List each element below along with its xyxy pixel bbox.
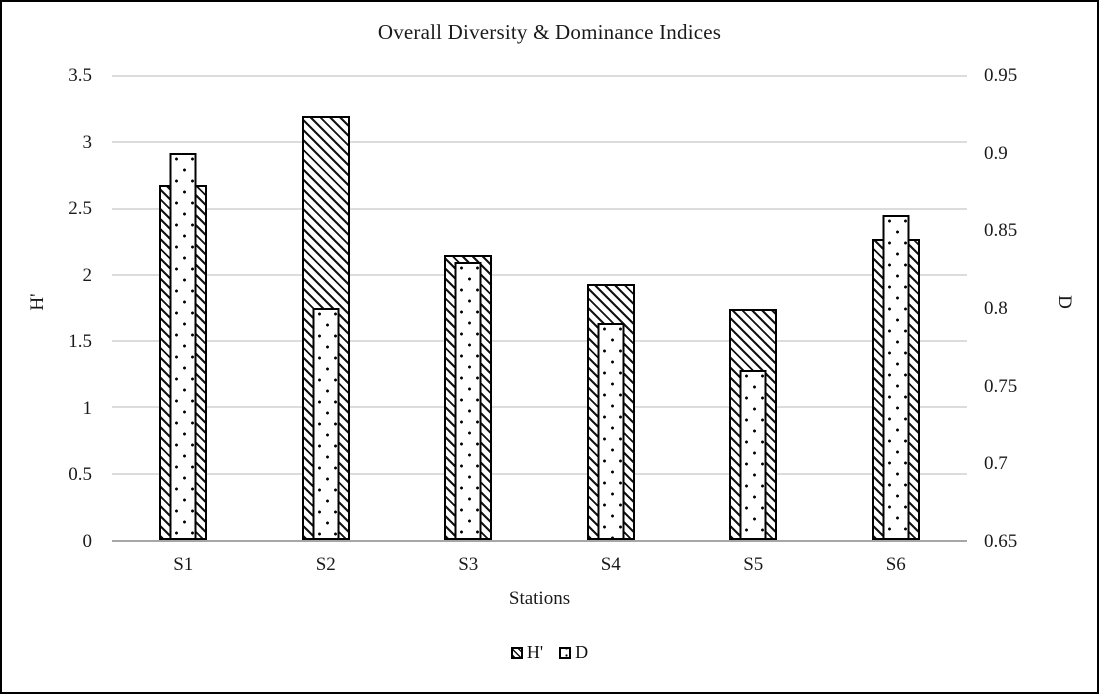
x-tick-label-s2: S2: [315, 554, 336, 575]
gridline: [112, 75, 967, 77]
bar-d-s4: [597, 323, 625, 540]
y-tick-label: 3.5: [68, 65, 92, 86]
y-tick-label: 0.5: [68, 464, 92, 486]
legend-hprime-label: H': [526, 642, 544, 662]
bar-d-s6: [882, 215, 910, 540]
x-tick-label-s6: S6: [885, 554, 906, 575]
y-axis-right-ticks: 0.65 0.7 0.75 0.8 0.85 0.9 0.95: [984, 65, 1074, 552]
gridline: [112, 472, 967, 475]
legend-d-swatch-icon: [559, 646, 572, 659]
bar-groups: [112, 76, 967, 540]
bar-d-s1: [169, 153, 197, 540]
gridline: [112, 141, 967, 144]
chart-title: Overall Diversity & Dominance Indices: [377, 20, 722, 44]
gridline: [112, 406, 967, 409]
x-tick-label-s3: S3: [458, 554, 479, 575]
bar-group-s5: [682, 76, 825, 540]
legend-d-label: D: [575, 642, 589, 662]
x-tick-label-s5: S5: [743, 554, 764, 575]
bar-d-s2: [312, 308, 340, 540]
y-tick-label: 2: [82, 264, 93, 286]
y-tick-label: 0.75: [984, 375, 1018, 397]
y-tick-label: 0.9: [984, 142, 1008, 164]
bar-group-s2: [255, 76, 398, 540]
bar-d-s5: [739, 369, 767, 540]
gridline: [112, 207, 967, 210]
bar-group-s6: [825, 76, 968, 540]
y-tick-label: 0.7: [984, 453, 1008, 475]
bar-d-s3: [454, 261, 482, 540]
y-tick-label: 3: [82, 131, 93, 153]
legend: H' D: [2, 642, 1097, 663]
y-tick-label: 0: [82, 531, 93, 552]
y-tick-label: 2.5: [68, 198, 92, 220]
y-tick-label: 0.85: [984, 220, 1018, 242]
y-tick-label: 0.95: [984, 65, 1018, 86]
y-tick-label: 1.5: [68, 331, 92, 353]
y-tick-label: 1: [82, 397, 93, 419]
x-axis-title: Stations: [508, 588, 571, 609]
gridline: [112, 273, 967, 276]
bar-group-s4: [540, 76, 683, 540]
plot-area: [112, 75, 967, 542]
legend-hprime-swatch-icon: [510, 646, 523, 659]
legend-item-d: D: [559, 642, 588, 663]
gridline: [112, 340, 967, 343]
legend-item-hprime: H': [510, 642, 544, 663]
bar-group-s3: [397, 76, 540, 540]
x-tick-label-s1: S1: [173, 554, 194, 575]
x-axis-tick-labels: S1 S2 S3 S4 S5 S6: [112, 554, 967, 578]
y-tick-label: 0.8: [984, 298, 1008, 319]
y-tick-label: 0.65: [984, 531, 1018, 552]
y-axis-left-ticks: 0 0.5 1 1.5 2 2.5 3 3.5: [2, 65, 98, 552]
x-tick-label-s4: S4: [600, 554, 621, 575]
bar-group-s1: [112, 76, 255, 540]
